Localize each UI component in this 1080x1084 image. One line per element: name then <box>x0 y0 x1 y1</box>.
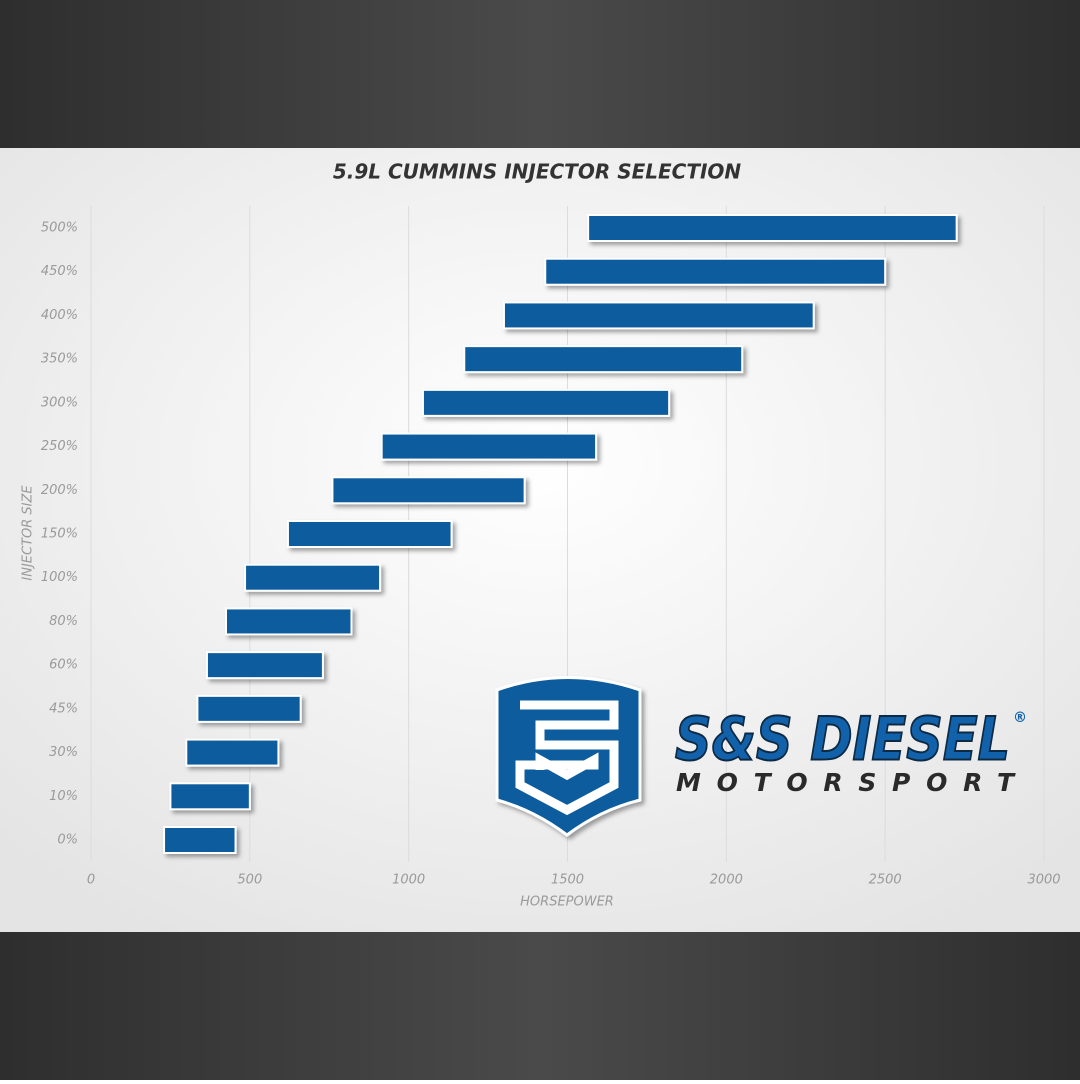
bar <box>502 301 815 330</box>
logo: S&S DIESEL ® MOTORSPORT <box>495 676 1027 837</box>
y-tick-label: 500% <box>41 221 78 236</box>
bar <box>544 257 887 286</box>
x-tick-label: 2500 <box>869 873 902 888</box>
y-tick-label: 100% <box>41 570 78 585</box>
x-tick-label: 2000 <box>710 873 743 888</box>
bar <box>185 738 280 767</box>
logo-name: S&S DIESEL <box>675 705 1010 775</box>
y-tick-label: 300% <box>41 395 78 410</box>
bar <box>463 345 744 374</box>
plot: 0 500 1000 1500 2000 2500 3000 0% 10% 30% 45% 60% 80… <box>41 206 1061 888</box>
y-tick-label: 450% <box>41 264 78 279</box>
y-tick-label: 45% <box>49 701 78 716</box>
x-tick-label: 0 <box>87 873 95 888</box>
y-tick-label: 250% <box>41 439 78 454</box>
x-tick-label: 500 <box>237 873 262 888</box>
logo-emblem <box>515 700 619 816</box>
y-tick-label: 10% <box>49 789 78 804</box>
bar <box>169 782 251 811</box>
bar <box>205 651 324 680</box>
bar <box>587 214 958 242</box>
bar <box>196 694 302 723</box>
y-tick-label: 400% <box>41 308 78 323</box>
bar <box>286 520 453 548</box>
y-tick-label: 60% <box>49 658 78 673</box>
x-tick-label: 3000 <box>1027 873 1060 888</box>
bar <box>163 826 237 854</box>
y-tick-label: 200% <box>41 483 78 498</box>
bar <box>331 476 526 505</box>
y-tick-label: 150% <box>41 527 78 542</box>
y-tick-label: 30% <box>49 745 78 760</box>
bar <box>244 563 382 592</box>
x-axis-label: HORSEPOWER <box>520 895 614 910</box>
y-tick-label: 80% <box>49 614 78 629</box>
x-tick-label: 1500 <box>551 873 584 888</box>
y-tick-label: 0% <box>57 833 78 848</box>
bar <box>421 388 671 417</box>
y-axis-label: INJECTOR SIZE <box>21 485 36 581</box>
logo-mark: ® <box>1013 710 1027 726</box>
x-tick-label: 1000 <box>392 873 425 888</box>
y-tick-label: 350% <box>41 352 78 367</box>
bar <box>380 432 598 461</box>
chart-title: 5.9L CUMMINS INJECTOR SELECTION <box>333 160 742 184</box>
bar <box>225 607 353 636</box>
